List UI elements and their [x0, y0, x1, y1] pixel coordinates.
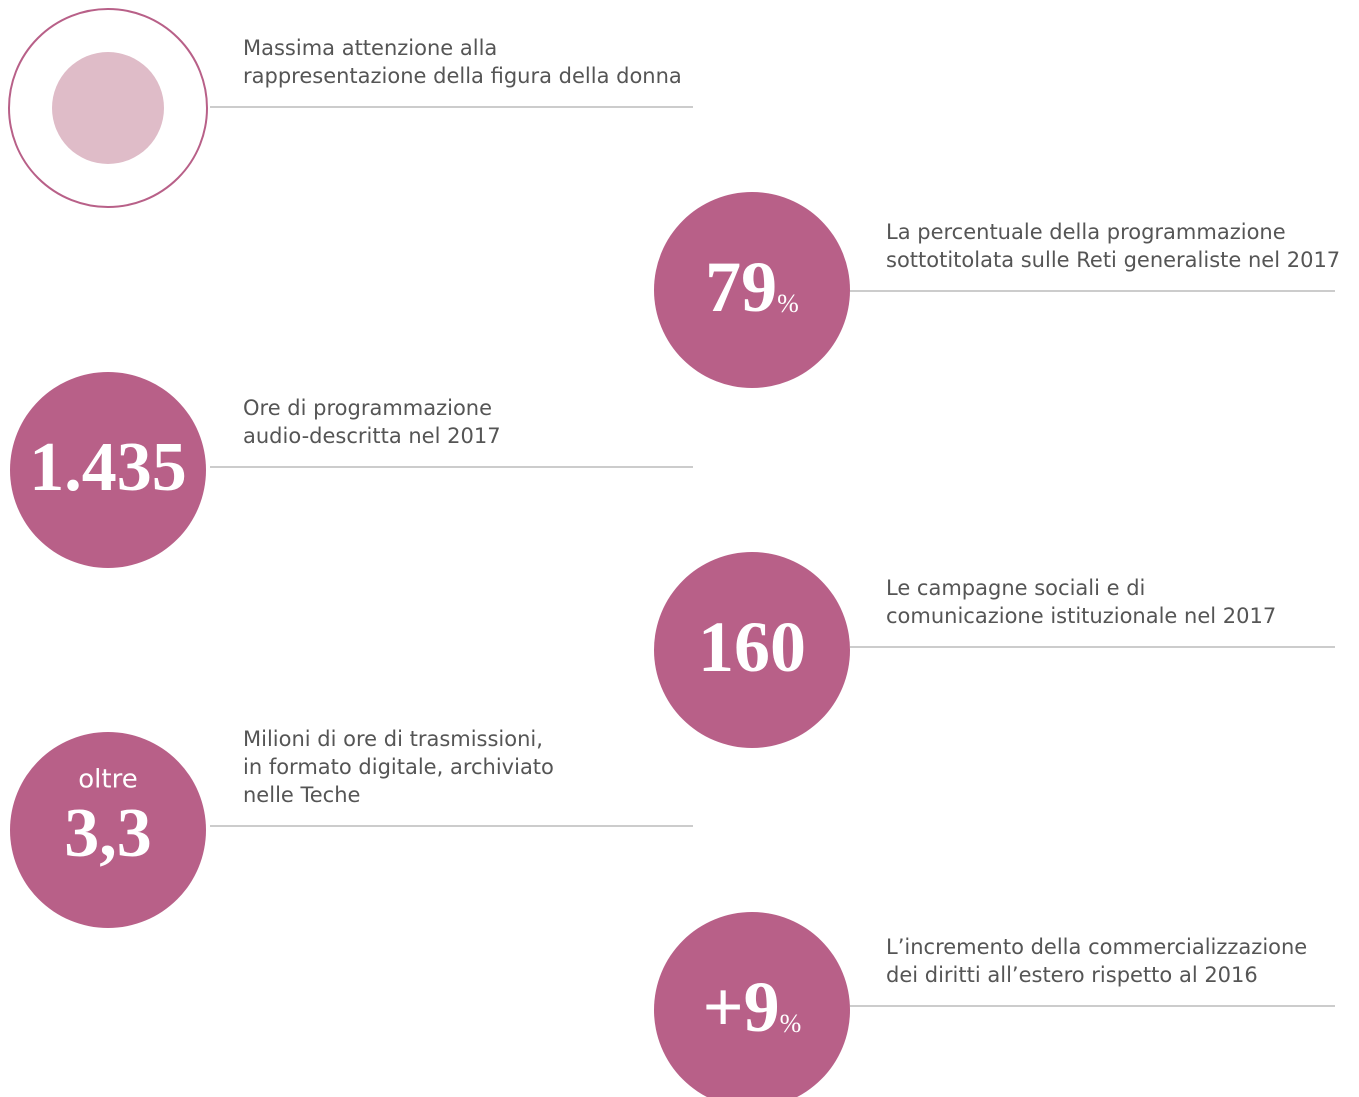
stat-number: 160 — [698, 607, 806, 687]
stat-unit: % — [777, 289, 799, 318]
stat-circle — [10, 732, 206, 928]
stat-item: 79% La percentuale della programmazione so… — [654, 192, 1340, 388]
description-line: in formato digitale, archiviato — [243, 755, 554, 779]
stat-number: 79 — [705, 247, 777, 327]
outline-circle — [8, 8, 208, 208]
stat-number: +9 — [703, 967, 780, 1047]
stat-value: 79% — [705, 247, 799, 327]
stat-unit: % — [780, 1009, 802, 1038]
stat-circle — [654, 192, 850, 388]
description-line: Ore di programmazione — [243, 396, 492, 420]
description-line: Milioni di ore di trasmissioni, — [243, 727, 543, 751]
stat-item: +9% L’incremento della commercializzazion… — [654, 912, 1335, 1097]
description-line: rappresentazione della figura della donn… — [243, 64, 682, 88]
stat-circle — [10, 372, 206, 568]
stat-circle — [654, 912, 850, 1097]
stat-item: 160 Le campagne sociali e di comunicazione… — [654, 552, 1335, 748]
stat-prefix: oltre — [78, 765, 137, 795]
description-line: Massima attenzione alla — [243, 36, 497, 60]
description-line: Le campagne sociali e di — [886, 576, 1145, 600]
description-line: L’incremento della commercializzazione — [886, 935, 1307, 959]
stat-value: +9% — [703, 967, 802, 1047]
description-line: sottotitolata sulle Reti generaliste nel… — [886, 248, 1340, 272]
stat-number: 3,3 — [64, 795, 152, 872]
inner-circle — [52, 52, 164, 164]
stat-circle — [654, 552, 850, 748]
stat-value: 1.435 — [29, 429, 187, 506]
description-line: nelle Teche — [243, 783, 360, 807]
description-line: dei diritti all’estero rispetto al 2016 — [886, 963, 1258, 987]
stat-value: 3,3 — [64, 795, 152, 872]
stat-number: 1.435 — [29, 429, 187, 506]
description-line: La percentuale della programmazione — [886, 220, 1286, 244]
description-line: comunicazione istituzionale nel 2017 — [886, 604, 1276, 628]
stat-value: 160 — [698, 607, 806, 687]
stat-item: Massima attenzione alla rappresentazione … — [8, 8, 693, 208]
stat-item: 1.435 Ore di programmazione audio-descritt… — [10, 372, 693, 568]
description-line: audio-descritta nel 2017 — [243, 424, 501, 448]
